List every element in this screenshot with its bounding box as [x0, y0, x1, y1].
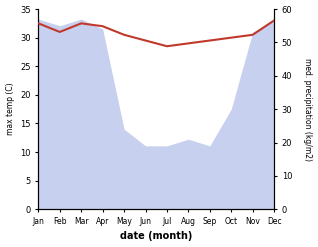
X-axis label: date (month): date (month) — [120, 231, 192, 242]
Y-axis label: med. precipitation (kg/m2): med. precipitation (kg/m2) — [303, 58, 313, 161]
Y-axis label: max temp (C): max temp (C) — [5, 83, 15, 135]
